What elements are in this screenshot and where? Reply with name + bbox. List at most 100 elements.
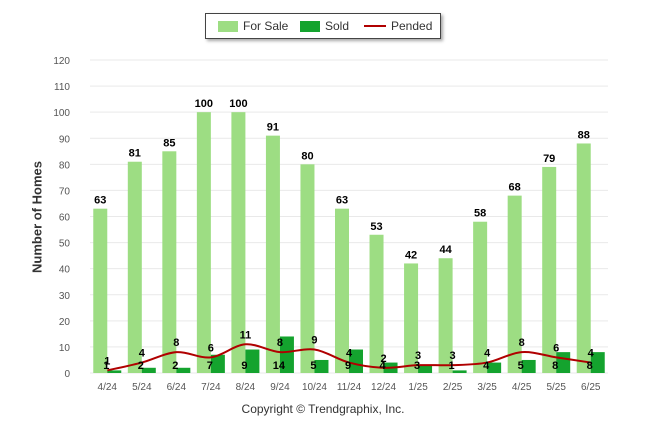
sold-data-label: 1 <box>103 360 109 372</box>
sold-bar <box>210 354 225 373</box>
for-sale-bar <box>93 208 108 373</box>
x-tick-label: 1/25 <box>408 382 428 393</box>
x-tick-label: 6/25 <box>581 382 601 393</box>
y-tick-label: 120 <box>53 56 70 67</box>
y-tick-label: 80 <box>59 160 71 171</box>
sold-data-label: 9 <box>241 360 247 372</box>
pended-data-label: 3 <box>415 350 421 362</box>
for-sale-data-label: 53 <box>370 221 382 233</box>
sold-data-label: 2 <box>138 360 144 372</box>
pended-data-label: 6 <box>208 342 214 354</box>
pended-data-label: 6 <box>553 342 559 354</box>
y-tick-label: 60 <box>59 213 71 224</box>
sold-bar <box>521 359 536 373</box>
sold-bar <box>314 359 329 373</box>
y-tick-label: 30 <box>59 291 71 302</box>
for-sale-bar <box>196 112 211 374</box>
for-sale-bar <box>369 234 384 373</box>
y-axis-label: Number of Homes <box>29 161 45 273</box>
x-tick-label: 11/24 <box>337 382 362 393</box>
legend-item-sold[interactable]: Sold <box>300 19 349 33</box>
pended-data-label: 3 <box>450 350 456 362</box>
x-tick-label: 3/25 <box>477 382 497 393</box>
x-tick-label: 2/25 <box>443 382 463 393</box>
for-sale-data-label: 58 <box>474 208 486 220</box>
copyright-text: Copyright © Trendgraphix, Inc. <box>241 402 405 416</box>
for-sale-bar <box>438 258 453 373</box>
y-tick-label: 110 <box>54 82 70 93</box>
legend-label-for-sale: For Sale <box>243 19 289 33</box>
sold-data-label: 7 <box>207 360 213 372</box>
sold-data-label: 5 <box>518 360 524 372</box>
sold-data-label: 8 <box>552 360 558 372</box>
bars <box>93 112 605 374</box>
legend-label-pended: Pended <box>391 19 433 33</box>
legend-label-sold: Sold <box>325 19 350 33</box>
pended-data-label: 8 <box>277 337 283 349</box>
for-sale-data-label: 63 <box>336 195 348 207</box>
x-tick-label: 10/24 <box>302 382 327 393</box>
sold-data-label: 1 <box>449 360 455 372</box>
pended-data-label: 11 <box>240 329 252 341</box>
for-sale-data-label: 80 <box>301 150 313 162</box>
for-sale-data-label: 42 <box>405 249 417 261</box>
y-tick-label: 50 <box>59 239 71 250</box>
sold-data-label: 8 <box>587 360 593 372</box>
y-tick-label: 20 <box>59 317 71 328</box>
for-sale-data-label: 81 <box>129 148 141 160</box>
for-sale-bar <box>542 166 557 373</box>
sold-bar <box>107 370 122 373</box>
pended-data-label: 4 <box>346 348 353 360</box>
for-sale-bar <box>576 143 591 373</box>
for-sale-swatch <box>218 20 238 32</box>
y-tick-label: 70 <box>59 186 71 197</box>
for-sale-data-label: 100 <box>229 98 247 110</box>
pended-data-label: 4 <box>139 348 146 360</box>
for-sale-data-label: 91 <box>267 122 279 134</box>
x-tick-label: 5/24 <box>132 382 152 393</box>
sold-bar <box>141 367 156 373</box>
x-tick-label: 8/24 <box>236 382 256 393</box>
y-tick-label: 100 <box>53 108 70 119</box>
pended-data-label: 4 <box>484 348 491 360</box>
sold-bar <box>349 349 363 373</box>
pended-data-label: 8 <box>519 337 525 349</box>
for-sale-data-label: 85 <box>163 137 175 149</box>
sold-bar <box>279 336 294 373</box>
for-sale-data-label: 79 <box>543 153 555 165</box>
for-sale-bar <box>162 151 177 373</box>
x-tick-label: 7/24 <box>201 382 221 393</box>
y-tick-label: 90 <box>59 134 71 145</box>
sold-bar <box>487 362 502 373</box>
sold-bar <box>418 365 433 373</box>
x-tick-label: 4/25 <box>512 382 532 393</box>
for-sale-bar <box>404 263 419 373</box>
for-sale-bar <box>265 135 280 373</box>
pended-data-label: 9 <box>311 335 317 347</box>
pended-data-label: 8 <box>173 337 179 349</box>
y-tick-label: 10 <box>59 343 71 354</box>
for-sale-bar <box>231 112 246 374</box>
for-sale-data-label: 44 <box>439 244 452 256</box>
sold-bar <box>176 367 191 373</box>
sold-bar <box>590 352 605 373</box>
for-sale-data-label: 88 <box>578 129 590 141</box>
pended-data-label: 4 <box>588 348 595 360</box>
y-tick-label: 0 <box>64 369 70 380</box>
sold-data-label: 5 <box>310 360 316 372</box>
sold-data-label: 3 <box>414 360 420 372</box>
for-sale-bar <box>473 221 488 373</box>
pended-line <box>107 343 591 372</box>
sold-bar <box>452 370 467 373</box>
sold-data-label: 4 <box>483 360 490 372</box>
x-tick-label: 12/24 <box>371 382 396 393</box>
legend-item-pended[interactable]: Pended <box>364 19 432 33</box>
for-sale-data-label: 68 <box>509 182 521 194</box>
pended-data-label: 1 <box>104 355 110 367</box>
for-sale-bar <box>507 195 522 373</box>
sold-data-label: 14 <box>273 360 286 372</box>
legend-item-for-sale[interactable]: For Sale <box>218 19 288 33</box>
for-sale-bar <box>300 164 315 373</box>
pended-line-layer <box>107 343 591 372</box>
